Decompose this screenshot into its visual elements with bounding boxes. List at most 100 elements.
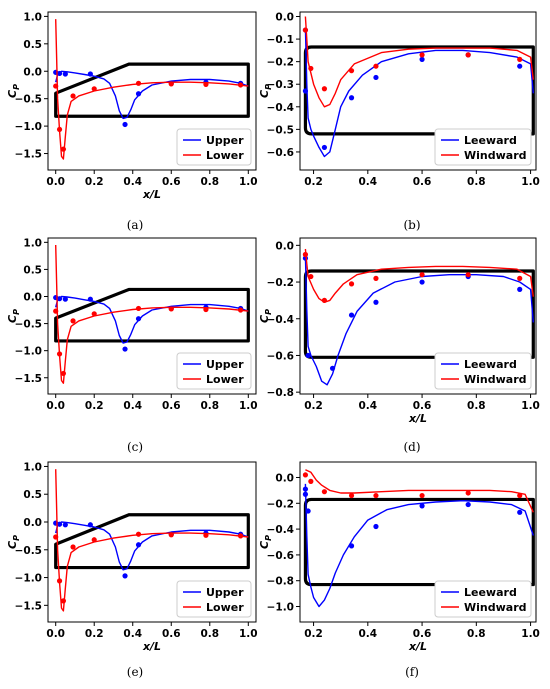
legend-label-windward: Windward (464, 149, 527, 162)
x-tick-label: 1.0 (521, 176, 540, 188)
data-point-lower (56, 578, 63, 584)
plot-frame (47, 11, 257, 171)
legend-label-windward: Windward (464, 601, 527, 614)
data-point-leeward (348, 95, 355, 101)
y-tick-label: −0.1 (267, 34, 294, 46)
data-point-lower (70, 318, 76, 324)
series-line-upper (55, 70, 249, 120)
plot-frame (47, 461, 257, 623)
panel-caption: (b) (403, 218, 420, 232)
y-tick-label: −1.5 (15, 149, 42, 161)
data-point-upper (122, 346, 128, 352)
x-tick-label: 0.2 (85, 176, 104, 188)
legend: Upper Lower (176, 580, 252, 618)
legend-label-upper: Upper (206, 586, 244, 599)
x-tick-label: 0.2 (304, 628, 323, 640)
data-point-windward (308, 65, 314, 72)
data-point-leeward (517, 286, 523, 292)
legend-box (434, 128, 532, 166)
legend-box (434, 352, 532, 390)
x-axis-label: x/L (408, 640, 427, 653)
data-point-lower (53, 534, 59, 540)
y-tick-label: 0.5 (23, 39, 42, 51)
data-point-lower (53, 308, 59, 314)
y-tick-label: −1.0 (15, 573, 42, 585)
x-tick-label: 0.6 (162, 628, 181, 640)
x-tick-label: 0.2 (304, 400, 323, 412)
x-tick-label: 0.2 (85, 628, 104, 640)
data-point-lower (135, 531, 142, 537)
data-point-windward (348, 281, 355, 287)
data-point-upper (135, 91, 142, 97)
data-point-windward (517, 56, 523, 63)
legend-box (176, 352, 252, 390)
data-point-windward (373, 275, 379, 281)
y-tick-label: −1.0 (15, 346, 42, 358)
x-tick-label: 1.0 (239, 628, 258, 640)
legend-box (176, 580, 252, 618)
series-line-upper (55, 295, 249, 344)
data-point-lower (70, 544, 76, 550)
legend-label-lower: Lower (206, 601, 244, 614)
y-tick-label: 0.0 (23, 292, 42, 304)
y-axis-label: CP (6, 535, 21, 549)
y-axis-label: CP (258, 309, 273, 323)
data-point-lower (91, 311, 97, 317)
y-axis-label: CP (6, 84, 21, 98)
x-tick-label: 0.6 (162, 400, 181, 412)
data-point-windward (302, 251, 309, 258)
panel-caption: (a) (127, 218, 144, 232)
data-point-lower (56, 351, 63, 357)
y-axis-label: CP (258, 84, 273, 98)
y-tick-label: 0.5 (23, 264, 42, 276)
x-tick-label: 0.2 (85, 400, 104, 412)
data-point-lower (60, 370, 67, 377)
legend-box (176, 128, 252, 166)
legend: Leeward Windward (434, 128, 532, 166)
data-point-lower (168, 306, 174, 312)
data-point-windward (321, 489, 328, 495)
x-tick-label: 0.6 (413, 628, 432, 640)
panel-caption: (c) (127, 440, 143, 454)
body-outline (303, 269, 535, 359)
legend-label-upper: Upper (206, 358, 244, 371)
legend-label-lower: Lower (206, 149, 244, 162)
plot-frame (299, 237, 537, 395)
data-point-leeward (419, 503, 425, 509)
x-tick-label: 0.8 (467, 628, 486, 640)
data-point-upper (122, 121, 128, 128)
data-point-lower (53, 83, 59, 89)
data-point-windward (419, 272, 425, 278)
data-point-leeward (419, 279, 425, 285)
y-axis-label: CP (6, 309, 21, 323)
x-tick-label: 0.6 (413, 400, 432, 412)
x-tick-label: 0.6 (413, 176, 432, 188)
data-point-lower (56, 126, 63, 133)
x-tick-label: 0.0 (46, 176, 65, 188)
plot-area (53, 244, 250, 384)
series-line-leeward (304, 27, 534, 158)
plot-area (302, 248, 535, 386)
data-point-windward (308, 478, 314, 484)
data-point-leeward (517, 509, 523, 515)
data-point-windward (302, 27, 309, 33)
y-tick-label: −0.5 (15, 94, 42, 106)
x-tick-label: 0.4 (359, 628, 378, 640)
data-point-upper (122, 573, 128, 579)
plot-area (53, 19, 250, 160)
chart-panel-e: 0.0 0.2 0.4 0.6 0.8 1.0 1.0 0.5 0.0 −0.5 −1.0 −1.5 x… (6, 461, 258, 679)
chart-panel-c: 0.0 0.2 0.4 0.6 0.8 1.0 1.0 0.5 0.0 −0.5 −1.0 −1.5 C… (6, 237, 258, 454)
data-point-leeward (302, 88, 309, 94)
data-point-upper (56, 296, 63, 302)
data-point-leeward (465, 501, 471, 508)
series-line-leeward (304, 256, 534, 386)
data-point-upper (62, 522, 68, 528)
data-point-windward (419, 52, 425, 58)
y-tick-label: 0.0 (275, 12, 294, 24)
y-tick-label: −1.0 (267, 602, 294, 614)
data-point-leeward (348, 543, 355, 549)
data-point-leeward (517, 63, 523, 69)
legend-label-lower: Lower (206, 373, 244, 386)
y-tick-label: −0.4 (267, 524, 294, 536)
